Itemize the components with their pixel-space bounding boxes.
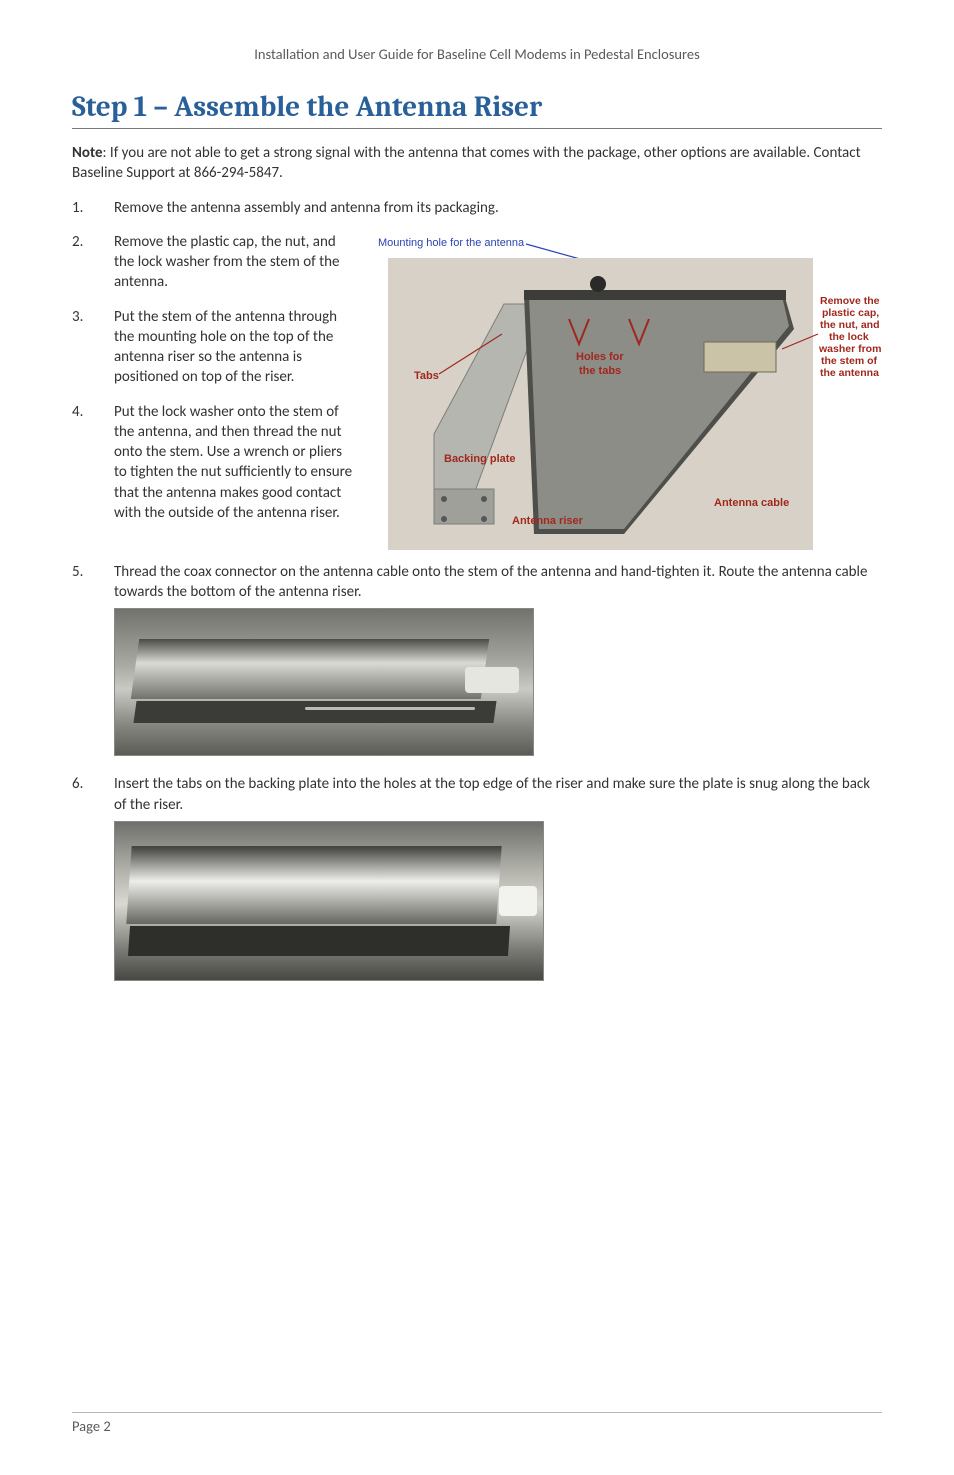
instruction-list: Remove the antenna assembly and antenna … xyxy=(72,198,882,218)
list-item-text: Remove the antenna assembly and antenna … xyxy=(114,199,499,217)
title-rule xyxy=(72,128,882,129)
list-item-text: Insert the tabs on the backing plate int… xyxy=(114,775,870,813)
note-rest: : If you are not able to get a strong si… xyxy=(72,144,861,182)
list-item: Thread the coax connector on the antenna… xyxy=(72,562,882,757)
list-item-text: Remove the plastic cap, the nut, and the… xyxy=(114,233,340,292)
page-title: Step 1 – Assemble the Antenna Riser xyxy=(72,91,882,124)
note-paragraph: Note: If you are not able to get a stron… xyxy=(72,143,882,184)
list-item: Put the lock washer onto the stem of the… xyxy=(72,402,882,524)
note-bold: Note xyxy=(72,144,103,162)
list-item: Remove the antenna assembly and antenna … xyxy=(72,198,882,218)
instruction-list-wrapped: Remove the plastic cap, the nut, and the… xyxy=(72,232,882,523)
page-number: Page 2 xyxy=(72,1417,882,1435)
list-item-text: Put the lock washer onto the stem of the… xyxy=(114,403,352,522)
list-item-text: Thread the coax connector on the antenna… xyxy=(114,563,867,601)
assembly-photo-1 xyxy=(114,608,534,756)
list-item: Insert the tabs on the backing plate int… xyxy=(72,774,882,981)
footer-rule xyxy=(72,1412,882,1413)
list-item: Remove the plastic cap, the nut, and the… xyxy=(72,232,882,293)
list-item-text: Put the stem of the antenna through the … xyxy=(114,308,337,387)
list-item: Put the stem of the antenna through the … xyxy=(72,307,882,388)
running-header: Installation and User Guide for Baseline… xyxy=(72,45,882,63)
page-footer: Page 2 xyxy=(72,1412,882,1435)
assembly-photo-2 xyxy=(114,821,544,981)
antenna-tip xyxy=(499,886,537,916)
instruction-list-rest: Thread the coax connector on the antenna… xyxy=(72,562,882,981)
